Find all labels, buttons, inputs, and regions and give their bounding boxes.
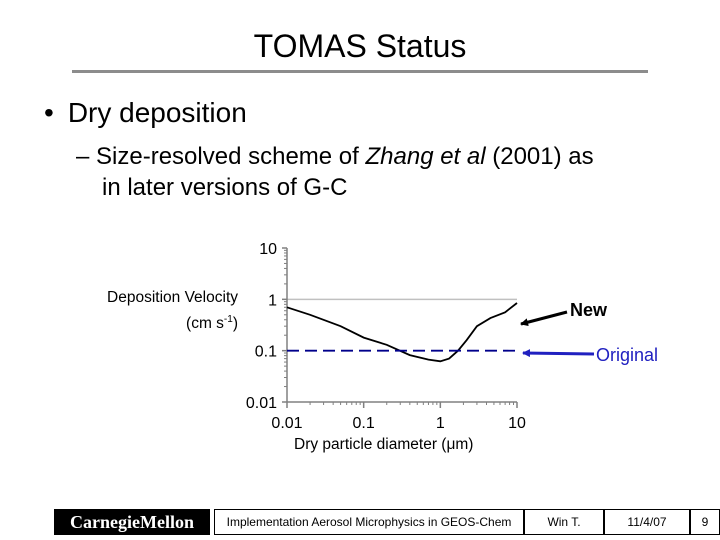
footer-date: 11/4/07 — [604, 509, 690, 535]
x-tick-label: 1 — [436, 415, 445, 432]
y-axis-label-line1: Deposition Velocity — [107, 289, 238, 306]
y-axis-label: Deposition Velocity (cm s-1) — [60, 287, 238, 335]
sub-bullet-citation: Zhang et al — [365, 143, 486, 170]
sub-bullet-scheme: – Size-resolved scheme of Zhang et al (2… — [76, 141, 696, 203]
original-annotation-label: Original — [596, 345, 658, 365]
x-tick-label: 10 — [508, 415, 526, 432]
sub-bullet-dash: – — [76, 143, 90, 170]
x-tick-label: 0.1 — [353, 415, 375, 432]
y-tick-label: 1 — [268, 292, 277, 309]
series-line-new — [286, 302, 518, 363]
carnegie-mellon-logo: CarnegieMellon — [54, 509, 210, 535]
sub-bullet-text-1: Size-resolved scheme of — [96, 143, 366, 170]
new-annotation-label: New — [570, 300, 608, 320]
new-annotation-arrow — [520, 310, 568, 327]
sub-bullet-text-3: in later versions of G-C — [102, 174, 348, 201]
y-tick-label: 10 — [259, 241, 277, 258]
original-annotation-arrow — [522, 349, 595, 358]
y-tick-label: 0.01 — [246, 395, 277, 412]
title-divider — [72, 70, 648, 73]
bullet-symbol: • — [44, 97, 54, 128]
slide-title: TOMAS Status — [253, 28, 467, 64]
y-axis-label-line2: (cm s-1) — [186, 314, 238, 333]
bullet-dry-deposition: • Dry deposition — [44, 96, 247, 130]
footer-page-number: 9 — [690, 509, 720, 535]
y-tick-label: 0.1 — [255, 344, 277, 361]
footer-talk-title: Implementation Aerosol Microphysics in G… — [214, 509, 524, 535]
footer-author: Win T. — [524, 509, 604, 535]
x-tick-label: 0.01 — [271, 415, 302, 432]
x-axis-label: Dry particle diameter (μm) — [294, 436, 474, 453]
bullet-text: Dry deposition — [67, 97, 247, 128]
sub-bullet-text-2: (2001) as — [485, 143, 594, 170]
